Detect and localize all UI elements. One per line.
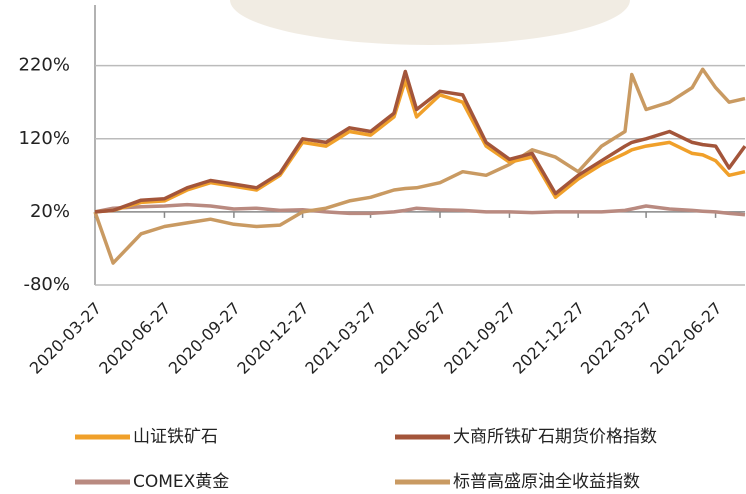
y-tick-label: 20% bbox=[30, 201, 70, 222]
x-tick-label: 2020-09-27 bbox=[165, 299, 244, 378]
chart: 山证铁矿石 大商所铁矿石期货价格指数 COMEX黄金 标普高盛原油全收益指数 220%… bbox=[0, 0, 746, 494]
legend: 山证铁矿石 大商所铁矿石期货价格指数 COMEX黄金 标普高盛原油全收益指数 bbox=[75, 427, 657, 492]
legend-label: 大商所铁矿石期货价格指数 bbox=[453, 427, 657, 447]
x-tick-label: 2022-06-27 bbox=[646, 299, 725, 378]
data-line bbox=[95, 80, 745, 212]
legend-label: 标普高盛原油全收益指数 bbox=[453, 472, 640, 492]
x-tick-label: 2021-03-27 bbox=[301, 299, 380, 378]
x-tick-label: 2020-12-27 bbox=[233, 299, 312, 378]
x-tick-label: 2020-03-27 bbox=[26, 299, 105, 378]
data-line bbox=[95, 205, 745, 215]
data-line bbox=[95, 69, 745, 263]
y-tick-label: 120% bbox=[19, 128, 70, 149]
x-tick-label: 2021-09-27 bbox=[440, 299, 519, 378]
x-tick-label: 2020-06-27 bbox=[95, 299, 174, 378]
x-tick-label: 2021-12-27 bbox=[509, 299, 588, 378]
y-tick-label: -80% bbox=[23, 274, 70, 295]
data-line bbox=[95, 72, 745, 212]
legend-label: 山证铁矿石 bbox=[133, 427, 218, 447]
x-tick-label: 2021-06-27 bbox=[371, 299, 450, 378]
y-tick-label: 220% bbox=[19, 55, 70, 76]
background-decoration bbox=[230, 0, 630, 45]
x-tick-label: 2022-03-27 bbox=[577, 299, 656, 378]
legend-label: COMEX黄金 bbox=[133, 472, 229, 492]
